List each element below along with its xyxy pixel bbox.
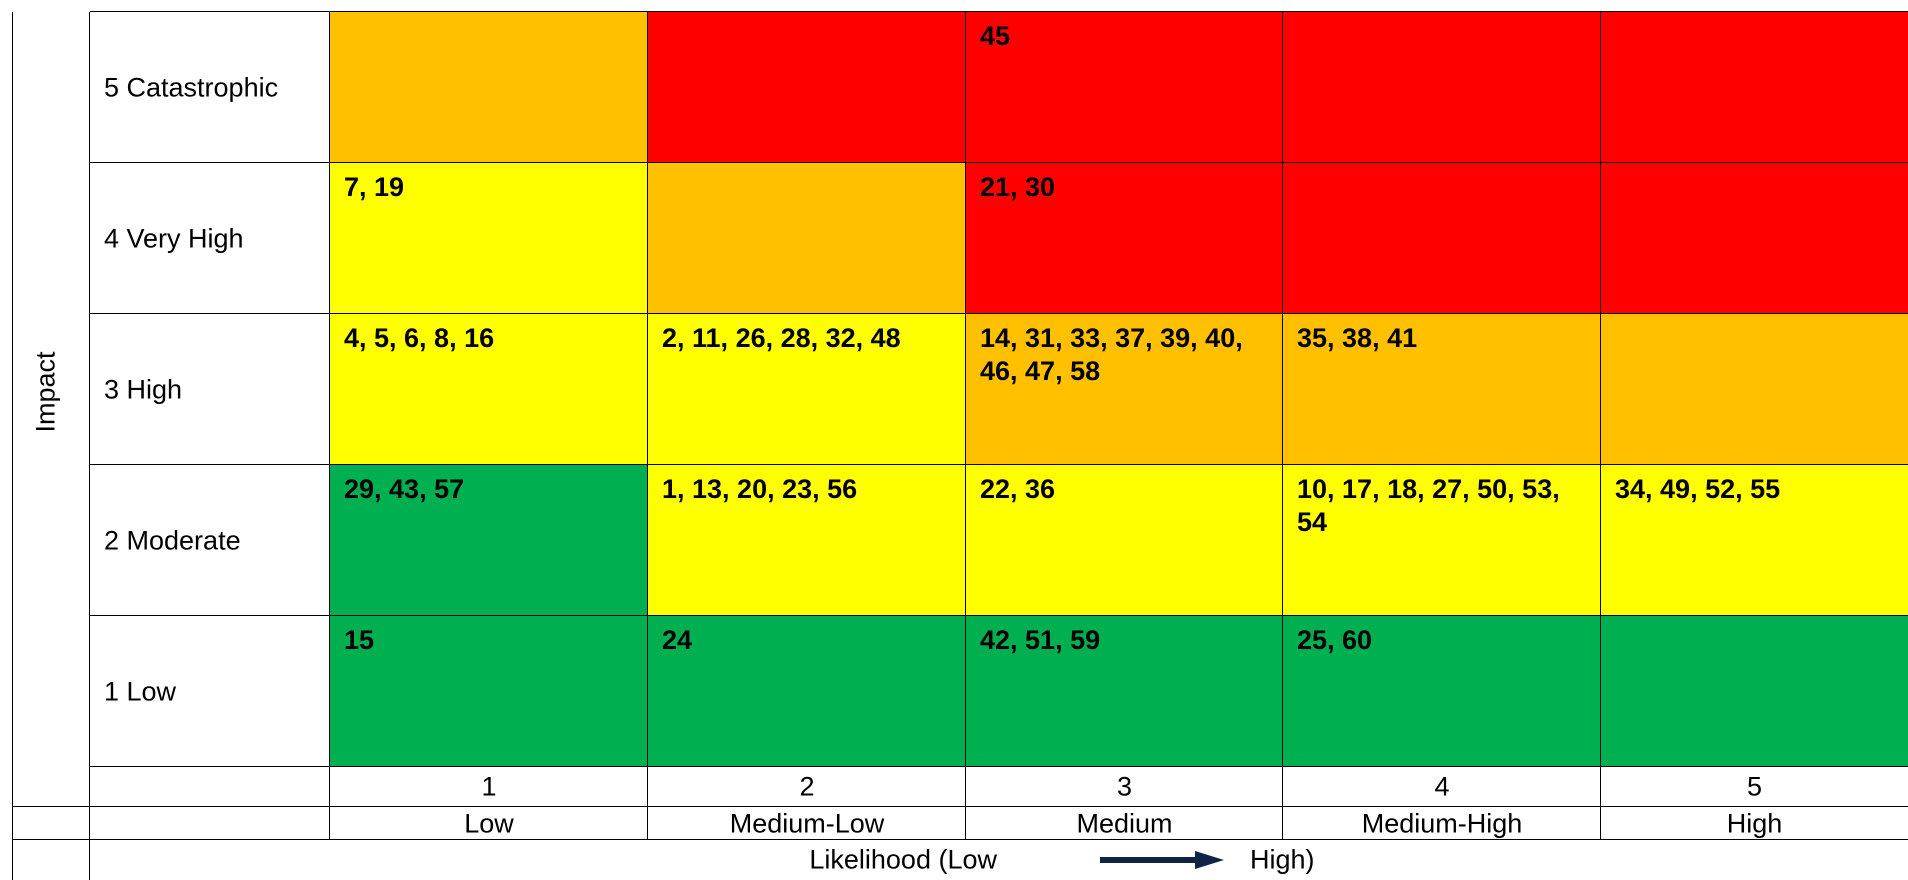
risk-cell [648, 163, 966, 314]
risk-cell [1601, 12, 1908, 163]
likelihood-level-label: High [1601, 807, 1908, 840]
likelihood-level-label: Medium [966, 807, 1283, 840]
likelihood-number: 1 [330, 767, 648, 807]
risk-ids: 2, 11, 26, 28, 32, 48 [662, 323, 901, 353]
risk-ids: 35, 38, 41 [1297, 323, 1418, 353]
likelihood-level-label-text: Medium-Low [729, 808, 885, 838]
likelihood-axis-label: Likelihood (Low High) [90, 840, 1908, 880]
risk-cell: 2, 11, 26, 28, 32, 48 [648, 314, 966, 465]
grid-line [90, 766, 1908, 767]
impact-row-label-text: 5 Catastrophic [104, 72, 279, 102]
risk-cell [1601, 314, 1908, 465]
impact-row-label-text: 4 Very High [104, 223, 244, 253]
risk-ids: 1, 13, 20, 23, 56 [662, 474, 858, 504]
likelihood-number: 3 [966, 767, 1283, 807]
likelihood-axis-label-start: Likelihood (Low [809, 844, 997, 875]
impact-row-label-text: 2 Moderate [104, 525, 241, 555]
grid-line [90, 162, 1908, 163]
likelihood-level-label-text: Medium [1076, 808, 1173, 838]
risk-ids: 15 [344, 625, 375, 655]
likelihood-number: 4 [1283, 767, 1601, 807]
risk-ids: 42, 51, 59 [980, 625, 1101, 655]
risk-cell: 14, 31, 33, 37, 39, 40, 46, 47, 58 [966, 314, 1283, 465]
risk-cell: 10, 17, 18, 27, 50, 53, 54 [1283, 465, 1601, 616]
risk-cell [1283, 163, 1601, 314]
risk-cell: 21, 30 [966, 163, 1283, 314]
risk-cell [648, 12, 966, 163]
grid-line [965, 12, 966, 840]
likelihood-number: 5 [1601, 767, 1908, 807]
risk-cell [1283, 12, 1601, 163]
risk-cell: 4, 5, 6, 8, 16 [330, 314, 648, 465]
risk-ids: 34, 49, 52, 55 [1615, 474, 1781, 504]
risk-cell: 7, 19 [330, 163, 648, 314]
risk-cell [1601, 163, 1908, 314]
risk-cell [330, 12, 648, 163]
grid-line [647, 12, 648, 840]
likelihood-number-text: 5 [1746, 771, 1763, 802]
risk-ids: 4, 5, 6, 8, 16 [344, 323, 495, 353]
likelihood-level-label-text: Medium-High [1361, 808, 1523, 838]
impact-row-label: 5 Catastrophic [90, 12, 330, 163]
likelihood-level-label: Low [330, 807, 648, 840]
risk-cell: 22, 36 [966, 465, 1283, 616]
right-arrow-icon [1100, 851, 1224, 869]
grid-line [90, 11, 1908, 12]
risk-cell: 15 [330, 616, 648, 767]
grid-line [1600, 12, 1601, 840]
likelihood-level-label-text: Low [464, 808, 514, 838]
likelihood-level-label: Medium-High [1283, 807, 1601, 840]
risk-cell: 35, 38, 41 [1283, 314, 1601, 465]
impact-row-label: 1 Low [90, 616, 330, 767]
impact-row-label: 4 Very High [90, 163, 330, 314]
impact-row-label: 3 High [90, 314, 330, 465]
risk-cell: 24 [648, 616, 966, 767]
risk-ids: 21, 30 [980, 172, 1056, 202]
grid-line [90, 615, 1908, 616]
risk-ids: 10, 17, 18, 27, 50, 53, 54 [1297, 474, 1560, 537]
risk-ids: 7, 19 [344, 172, 405, 202]
grid-line [1282, 12, 1283, 840]
risk-cell: 1, 13, 20, 23, 56 [648, 465, 966, 616]
grid-line [90, 464, 1908, 465]
risk-cell [1601, 616, 1908, 767]
risk-ids: 22, 36 [980, 474, 1056, 504]
grid-line [90, 313, 1908, 314]
likelihood-level-label-text: High [1726, 808, 1783, 838]
impact-row-label-text: 3 High [104, 374, 183, 404]
risk-cell: 25, 60 [1283, 616, 1601, 767]
impact-row-label: 2 Moderate [90, 465, 330, 616]
risk-cell: 42, 51, 59 [966, 616, 1283, 767]
risk-cell: 29, 43, 57 [330, 465, 648, 616]
impact-row-label-text: 1 Low [104, 676, 177, 706]
risk-ids: 25, 60 [1297, 625, 1373, 655]
grid-line [329, 12, 330, 840]
grid-line [12, 839, 1908, 840]
likelihood-level-label: Medium-Low [648, 807, 966, 840]
risk-ids: 24 [662, 625, 693, 655]
likelihood-axis-label-end: High) [1250, 844, 1315, 875]
risk-ids: 29, 43, 57 [344, 474, 465, 504]
likelihood-number-text: 1 [481, 771, 497, 802]
grid-line [12, 806, 1908, 807]
risk-cell: 45 [966, 12, 1283, 163]
risk-cell: 34, 49, 52, 55 [1601, 465, 1908, 616]
risk-ids: 45 [980, 21, 1011, 51]
likelihood-number-text: 2 [799, 771, 815, 802]
likelihood-number-text: 4 [1434, 771, 1450, 802]
grid-line [12, 12, 13, 880]
grid-line [89, 12, 90, 880]
impact-axis-label-text: Impact [30, 351, 61, 433]
likelihood-number-text: 3 [1116, 771, 1133, 802]
risk-ids: 14, 31, 33, 37, 39, 40, 46, 47, 58 [980, 323, 1243, 386]
likelihood-number: 2 [648, 767, 966, 807]
